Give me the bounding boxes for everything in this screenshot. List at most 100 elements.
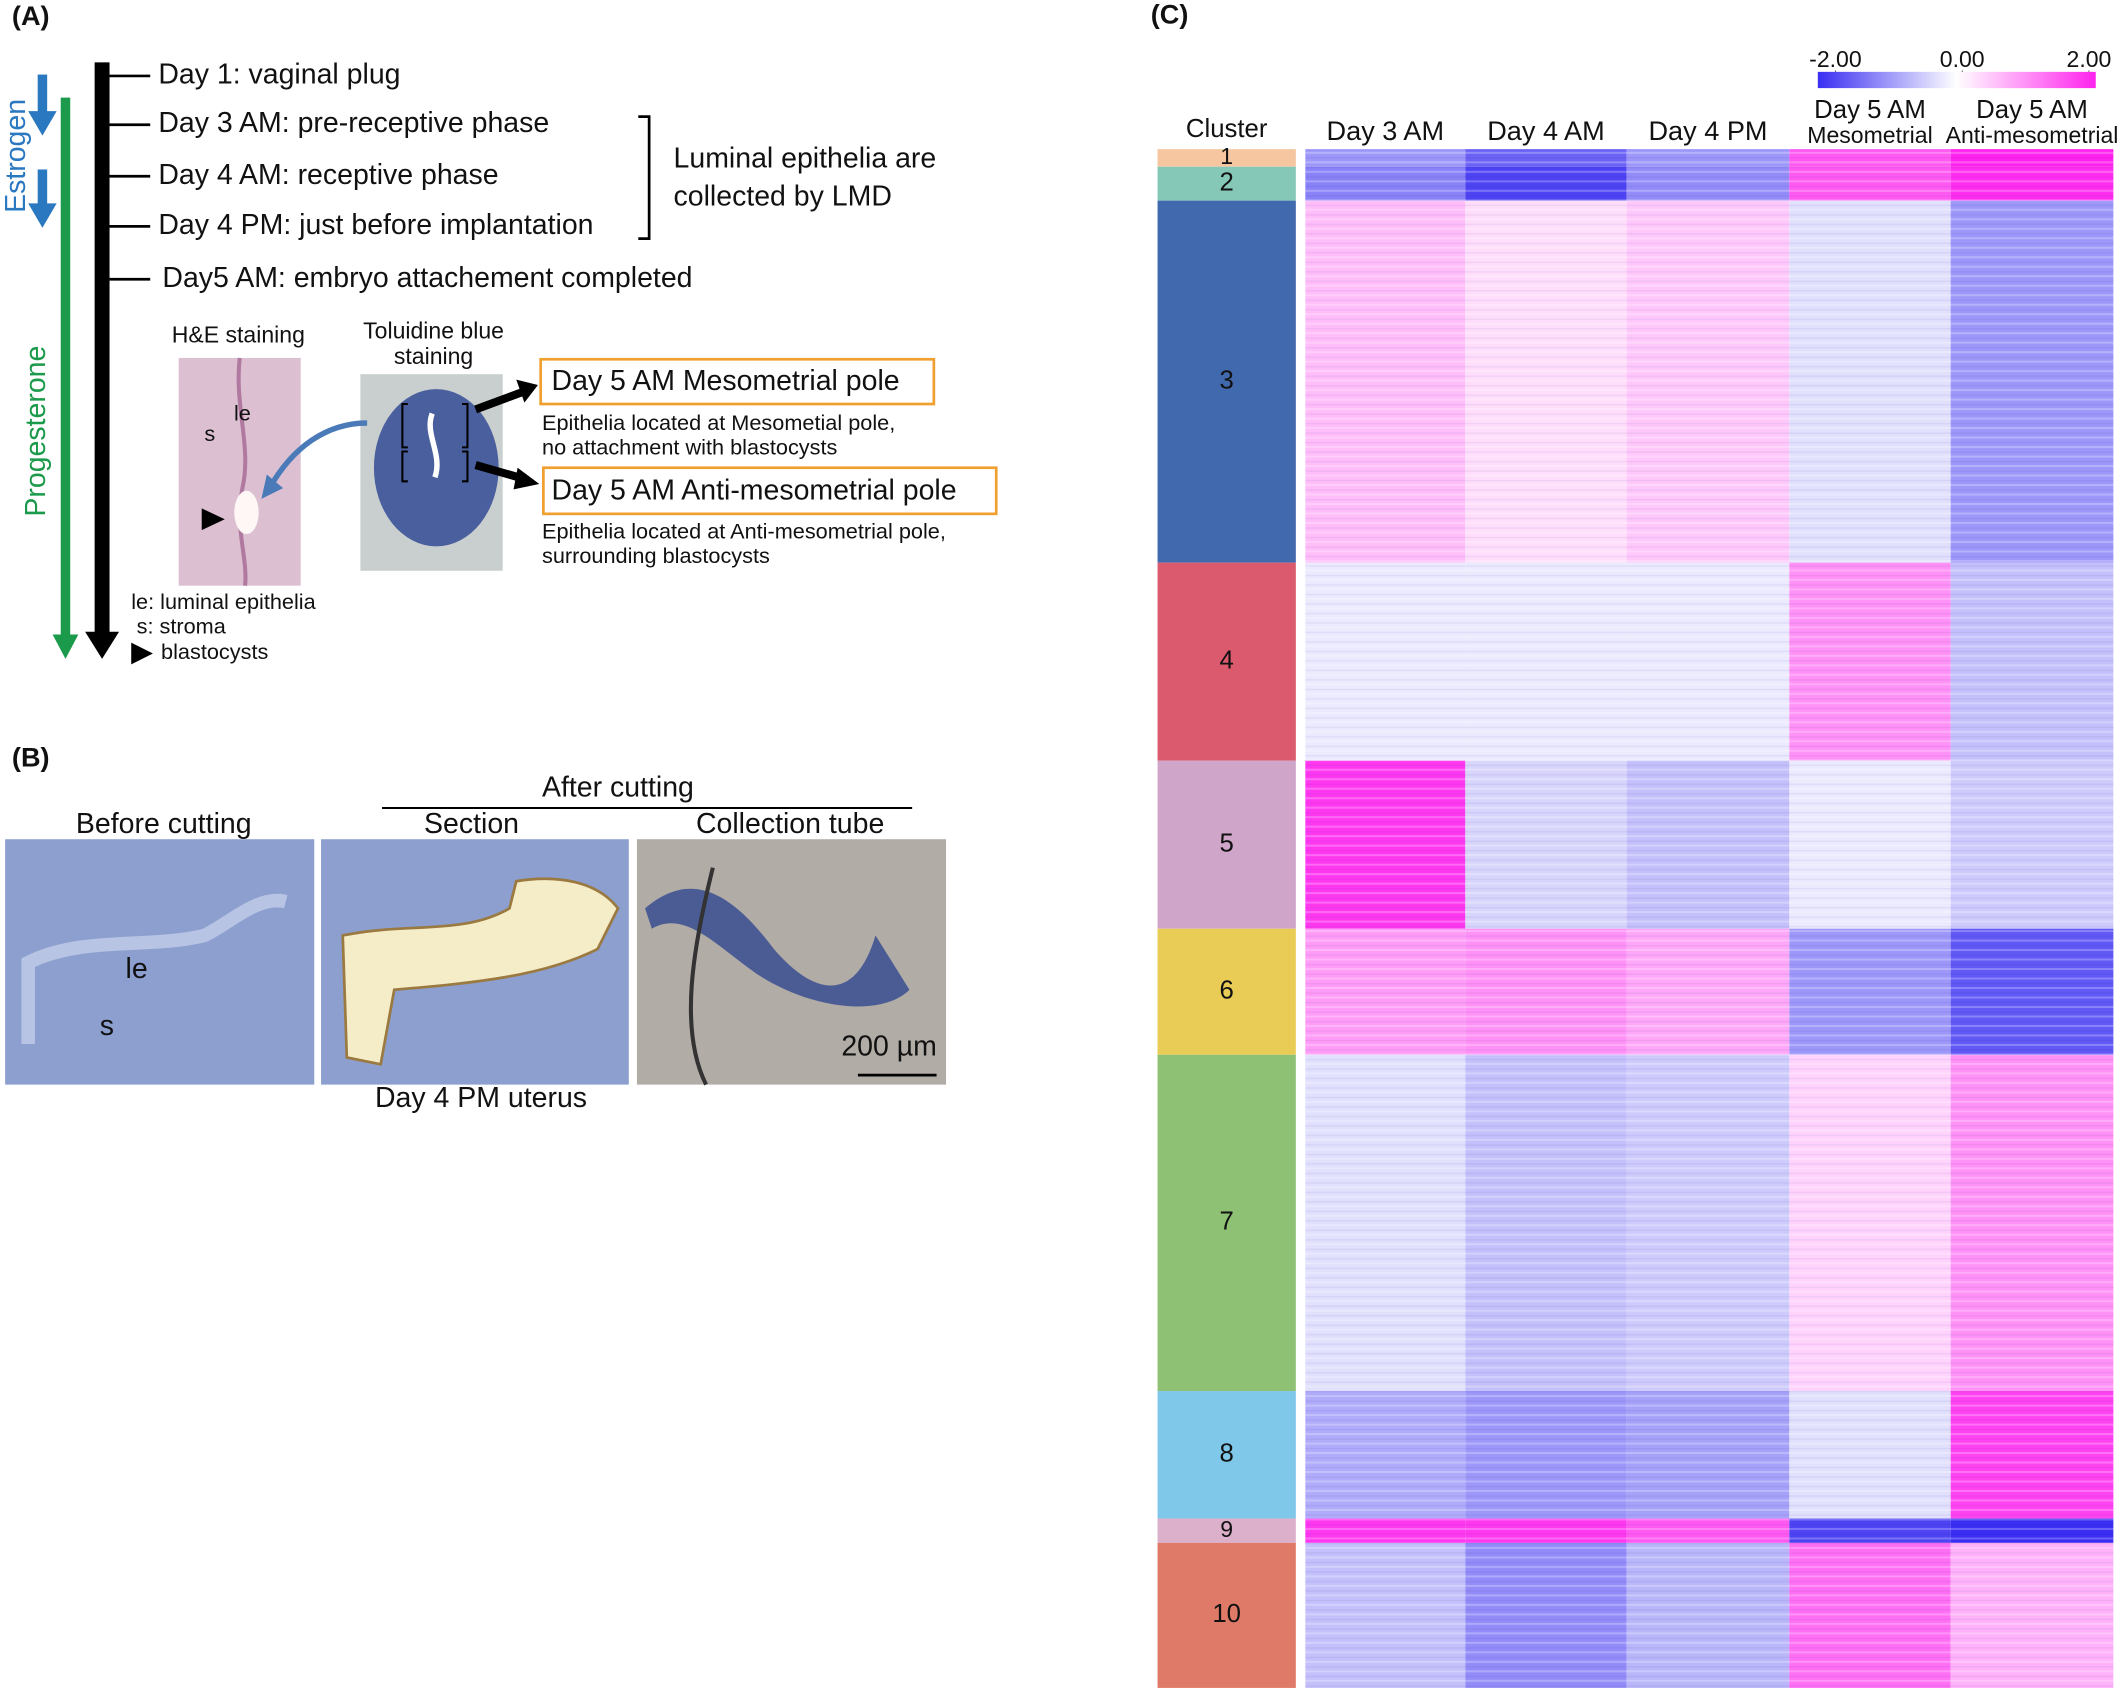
image-title: Collection tube — [696, 808, 884, 840]
cluster-label: 4 — [1220, 646, 1234, 674]
he-label: s — [204, 421, 215, 446]
bracket-note: collected by LMD — [674, 180, 892, 212]
column-label: Day 5 AM — [1814, 96, 1926, 124]
photo-label: s — [100, 1010, 114, 1042]
panel-c: (C) Cluster 12 3 4 5 6 7 8 9 10 Day 3 AM Day 4 AM D… — [1151, 0, 2119, 1688]
row-header: Cluster — [1186, 115, 1268, 143]
cluster-label: 2 — [1220, 169, 1234, 197]
cluster-band — [1157, 1391, 1296, 1519]
timeline-bar — [94, 62, 110, 638]
estrogen-arrow-head — [28, 203, 57, 228]
cluster-band — [1157, 200, 1296, 563]
bracket — [638, 115, 651, 240]
pole-box — [542, 466, 998, 516]
link-arrow-head — [261, 474, 284, 499]
tb-title: Toluidine blue — [363, 317, 504, 343]
column-label: Day 4 PM — [1648, 115, 1767, 146]
panel-label: (B) — [12, 741, 50, 772]
pole-arrow-head — [516, 379, 538, 403]
column-label: Day 4 AM — [1487, 115, 1605, 146]
cluster-label: 10 — [1212, 1600, 1241, 1628]
photo-cut — [341, 877, 620, 1066]
cluster-band — [1157, 562, 1296, 761]
heatmap-texture — [1305, 149, 2114, 1688]
link-arrow — [267, 420, 368, 490]
image-title: Before cutting — [76, 808, 252, 840]
group-title: After cutting — [542, 772, 694, 804]
cluster-label: 3 — [1220, 366, 1234, 394]
cluster-label: 1 — [1220, 143, 1233, 169]
colorbar-tick-label: 2.00 — [2067, 46, 2112, 72]
photo-tissue — [645, 888, 910, 1007]
scale-label: 200 µm — [841, 1031, 937, 1063]
tb-brackets — [401, 403, 469, 483]
cluster-band — [1157, 1518, 1296, 1543]
he-title: H&E staining — [172, 321, 305, 347]
photo — [5, 839, 315, 1085]
he-epithelium — [236, 357, 248, 586]
cluster-band — [1157, 166, 1296, 201]
pole-desc: Epithelia located at Mesometial pole, — [542, 410, 895, 435]
pole-title: Day 5 AM Anti-mesometrial pole — [552, 475, 957, 507]
legend-text: blastocysts — [161, 639, 268, 664]
cluster-label: 9 — [1220, 1516, 1233, 1542]
column-label: Mesometrial — [1807, 122, 1932, 148]
he-label: le — [234, 401, 251, 426]
timeline: Day 1: vaginal plug Day 3 AM: pre-recepti… — [109, 58, 693, 294]
he-blastocyst — [234, 490, 259, 535]
progesterone-bar — [60, 97, 71, 640]
legend-text: s: stroma — [137, 613, 227, 638]
image-title: Section — [424, 808, 519, 840]
pole-arrow — [474, 388, 525, 414]
timeline-label: Day 4 PM: just before implantation — [158, 209, 593, 241]
cluster-band — [1157, 1542, 1296, 1688]
cluster-band — [1157, 1054, 1296, 1392]
panel-b: (B) After cutting Before cutting Section… — [5, 741, 947, 1114]
caption: Day 4 PM uterus — [375, 1082, 587, 1114]
photo-epithelium — [21, 893, 288, 1044]
pole-desc: no attachment with blastocysts — [542, 434, 837, 459]
cluster-label: 7 — [1220, 1208, 1234, 1236]
photo-tube — [688, 867, 715, 1086]
legend-marker — [131, 642, 153, 665]
tb-lumen — [427, 412, 440, 479]
timeline-label: Day5 AM: embryo attachement completed — [162, 262, 692, 294]
pole-desc: surrounding blastocysts — [542, 543, 770, 568]
colorbar-tick-label: 0.00 — [1940, 46, 1985, 72]
pole-arrow — [474, 461, 525, 483]
estrogen-arrow — [37, 74, 48, 116]
tb-title: staining — [394, 343, 473, 369]
panel-a: (A) Estrogen Progesterone Day 1: vaginal… — [0, 0, 998, 665]
cluster-band — [1157, 928, 1296, 1055]
estrogen-label: Estrogen — [0, 99, 32, 213]
colorbar-tick-label: -2.00 — [1809, 46, 1862, 72]
timeline-label: Day 4 AM: receptive phase — [158, 159, 498, 191]
cluster-label: 5 — [1220, 829, 1234, 857]
arrowhead-marker — [201, 508, 225, 531]
column-label: Anti-mesometrial — [1946, 122, 2119, 148]
bracket-note: Luminal epithelia are — [674, 142, 937, 174]
progesterone-arrow — [52, 634, 79, 659]
cluster-label: 6 — [1220, 977, 1234, 1005]
pole-box — [539, 357, 936, 406]
panel-label: (A) — [12, 0, 50, 31]
photo — [636, 839, 947, 1085]
estrogen-arrow-head — [28, 111, 57, 136]
cluster-band — [1157, 760, 1296, 929]
timeline-label: Day 1: vaginal plug — [158, 58, 400, 90]
progesterone-label: Progesterone — [20, 346, 52, 517]
cluster-band — [1157, 149, 1296, 167]
column-label: Day 3 AM — [1327, 115, 1445, 146]
estrogen-arrow — [37, 169, 48, 208]
photo-label: le — [126, 953, 148, 985]
timeline-arrow — [85, 631, 120, 659]
pole-title: Day 5 AM Mesometrial pole — [552, 365, 900, 397]
column-label: Day 5 AM — [1976, 96, 2088, 124]
pole-arrow-head — [513, 467, 540, 490]
pole-desc: Epithelia located at Anti-mesometrial po… — [542, 519, 946, 544]
legend-text: le: luminal epithelia — [131, 589, 316, 614]
timeline-label: Day 3 AM: pre-receptive phase — [158, 107, 549, 139]
cluster-label: 8 — [1220, 1440, 1234, 1468]
colorbar — [1817, 71, 2096, 89]
